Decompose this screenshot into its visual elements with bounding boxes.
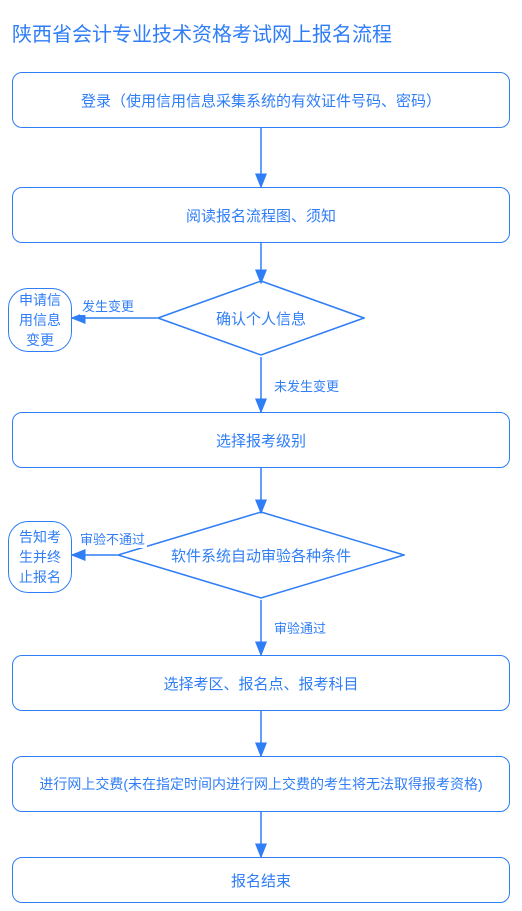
- node-pay: 进行网上交费(未在指定时间内进行网上交费的考生将无法取得报考资格): [12, 756, 510, 812]
- node-audit-label: 软件系统自动审验各种条件: [171, 545, 351, 566]
- node-select-level-label: 选择报考级别: [216, 430, 306, 451]
- node-audit: 软件系统自动审验各种条件: [117, 511, 405, 599]
- node-side1-label: 申请信用信息变更: [13, 290, 67, 350]
- edge-label-confirm-selectLvl: 未发生变更: [272, 376, 341, 395]
- node-read: 阅读报名流程图、须知: [12, 187, 510, 243]
- node-login-label: 登录（使用信用信息采集系统的有效证件号码、密码）: [81, 90, 441, 111]
- node-end: 报名结束: [12, 857, 510, 903]
- node-pay-label: 进行网上交费(未在指定时间内进行网上交费的考生将无法取得报考资格): [39, 774, 482, 794]
- edge-label-audit-selectSite: 审验通过: [272, 618, 328, 637]
- node-side2-label: 告知考生并终止报名: [13, 527, 67, 587]
- node-end-label: 报名结束: [231, 870, 291, 891]
- node-select-site-label: 选择考区、报名点、报考科目: [163, 673, 358, 694]
- node-select-level: 选择报考级别: [12, 412, 510, 468]
- node-confirm-label: 确认个人信息: [216, 308, 306, 329]
- node-select-site: 选择考区、报名点、报考科目: [12, 655, 510, 711]
- page-title: 陕西省会计专业技术资格考试网上报名流程: [12, 18, 392, 47]
- node-confirm: 确认个人信息: [157, 280, 365, 356]
- node-read-label: 阅读报名流程图、须知: [186, 205, 336, 226]
- edge-label-confirm-side1: 发生变更: [80, 296, 136, 315]
- node-login: 登录（使用信用信息采集系统的有效证件号码、密码）: [12, 72, 510, 128]
- node-side1: 申请信用信息变更: [8, 288, 72, 352]
- node-side2: 告知考生并终止报名: [8, 521, 72, 593]
- edge-label-audit-side2: 审验不通过: [78, 529, 147, 548]
